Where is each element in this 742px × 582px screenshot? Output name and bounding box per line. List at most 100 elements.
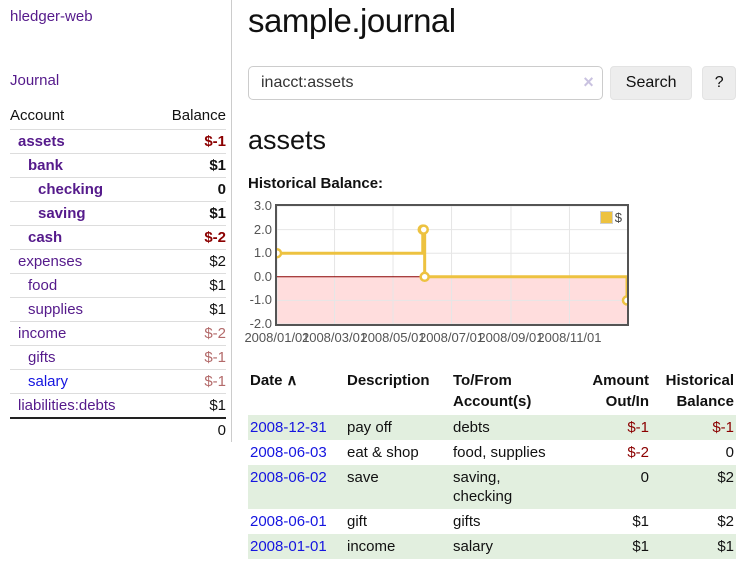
accounts-total-value: 0 bbox=[152, 417, 226, 442]
transaction-balance: $1 bbox=[717, 538, 734, 555]
help-button[interactable]: ? bbox=[702, 66, 736, 100]
x-axis-tick-label: 2008/01/01 bbox=[244, 330, 310, 345]
chart-label: Historical Balance: bbox=[248, 175, 384, 192]
transaction-balance: $-1 bbox=[712, 419, 734, 436]
account-link[interactable]: liabilities:debts bbox=[18, 397, 116, 414]
transaction-date: 2008-06-03 bbox=[248, 440, 345, 465]
transaction-description: income bbox=[347, 538, 396, 555]
account-balance: $-1 bbox=[152, 369, 226, 394]
account-row: cash $-2 bbox=[10, 225, 226, 250]
account-balance: $1 bbox=[152, 273, 226, 298]
clear-search-icon[interactable]: × bbox=[583, 72, 594, 92]
y-axis-tick-label: 1.0 bbox=[253, 245, 272, 261]
chart-plot-area: $ bbox=[275, 204, 629, 326]
account-row: gifts $-1 bbox=[10, 345, 226, 370]
main-content: sample.journal × Search ? assets Histori… bbox=[244, 0, 736, 559]
account-balance: $1 bbox=[152, 153, 226, 178]
y-axis-tick-label: 3.0 bbox=[253, 198, 272, 213]
transaction-amount: $-2 bbox=[627, 444, 649, 461]
y-axis-tick-label: 0.0 bbox=[253, 268, 272, 284]
y-axis-tick-label: -1.0 bbox=[249, 292, 272, 308]
account-row: income $-2 bbox=[10, 321, 226, 346]
account-link[interactable]: gifts bbox=[28, 349, 56, 366]
search-row: × Search ? bbox=[248, 66, 736, 100]
transaction-date-link[interactable]: 2008-06-02 bbox=[250, 469, 327, 486]
transaction-accounts: gifts bbox=[453, 513, 481, 530]
search-button[interactable]: Search bbox=[609, 66, 693, 100]
account-link[interactable]: income bbox=[18, 325, 67, 342]
account-balance: $1 bbox=[152, 393, 226, 418]
sort-ascending-icon: ∧ bbox=[286, 372, 298, 389]
transaction-description: gift bbox=[347, 513, 368, 530]
x-axis-tick-label: 2008/11/01 bbox=[537, 330, 602, 345]
transaction-row: 2008-06-02 save saving, checking 0 $2 bbox=[248, 465, 736, 509]
balance-chart: $ 3.0 2.0 1.0 0.0 -1.0 -2.0 2008/01/01 2008/03/… bbox=[244, 199, 736, 346]
accounts-header-row: Account Balance bbox=[10, 103, 226, 130]
transaction-description: eat & shop bbox=[347, 444, 419, 461]
account-balance: $-1 bbox=[152, 129, 226, 154]
account-row: salary $-1 bbox=[10, 369, 226, 394]
transaction-date-link[interactable]: 2008-06-03 bbox=[250, 444, 327, 461]
account-link[interactable]: salary bbox=[28, 373, 69, 390]
transaction-amount: 0 bbox=[640, 469, 649, 486]
transaction-accounts: food, supplies bbox=[453, 444, 546, 461]
transaction-date-link[interactable]: 2008-12-31 bbox=[250, 419, 327, 436]
account-link[interactable]: assets bbox=[18, 133, 65, 150]
search-box: × bbox=[248, 66, 603, 100]
register-header-amount: Amount Out/In bbox=[592, 372, 649, 410]
transaction-date-link[interactable]: 2008-01-01 bbox=[250, 538, 327, 555]
search-input[interactable] bbox=[248, 66, 603, 100]
accounts-total-row: 0 bbox=[10, 417, 226, 442]
account-link[interactable]: saving bbox=[38, 205, 86, 222]
app-window: hledger-web Journal Account Balance asse… bbox=[10, 0, 736, 559]
transaction-balance: 0 bbox=[725, 444, 734, 461]
transaction-row: 2008-01-01 income salary $1 $1 bbox=[248, 534, 736, 559]
transaction-row: 2008-06-01 gift gifts $1 $2 bbox=[248, 509, 736, 534]
account-link[interactable]: checking bbox=[38, 181, 104, 198]
transaction-row: 2008-12-31 pay off debts $-1 $-1 bbox=[248, 415, 736, 440]
account-balance: $-2 bbox=[152, 321, 226, 346]
transaction-accounts: saving, checking bbox=[453, 469, 513, 505]
transaction-balance: $2 bbox=[717, 513, 734, 530]
account-link[interactable]: expenses bbox=[18, 253, 83, 270]
account-row: food $1 bbox=[10, 273, 226, 298]
transaction-accounts: salary bbox=[453, 538, 494, 555]
account-balance: $1 bbox=[152, 201, 226, 226]
accounts-header-account: Account bbox=[10, 107, 65, 124]
x-axis-tick-label: 2008/09/01 bbox=[478, 330, 544, 345]
account-row: expenses $2 bbox=[10, 249, 226, 274]
sidebar-item-journal[interactable]: Journal bbox=[10, 72, 60, 89]
account-row: assets $-1 bbox=[10, 129, 226, 154]
transaction-amount: $1 bbox=[632, 513, 649, 530]
app-title-link[interactable]: hledger-web bbox=[10, 8, 93, 25]
transaction-date: 2008-01-01 bbox=[248, 534, 345, 559]
transaction-row: 2008-06-03 eat & shop food, supplies $-2 0 bbox=[248, 440, 736, 465]
account-link[interactable]: food bbox=[28, 277, 58, 294]
transaction-amount: $-1 bbox=[627, 419, 649, 436]
account-balance: $2 bbox=[152, 249, 226, 274]
y-axis-tick-label: 2.0 bbox=[253, 221, 272, 237]
register-header-tofrom: To/From Account(s) bbox=[453, 372, 532, 410]
x-axis-tick-label: 2008/05/01 bbox=[360, 330, 426, 345]
legend-label: $ bbox=[614, 210, 622, 225]
legend-swatch-icon bbox=[599, 211, 613, 224]
account-row: bank $1 bbox=[10, 153, 226, 178]
account-row: saving $1 bbox=[10, 201, 226, 226]
account-link[interactable]: bank bbox=[28, 157, 64, 174]
account-link[interactable]: supplies bbox=[28, 301, 84, 318]
account-balance: $1 bbox=[152, 297, 226, 322]
account-link[interactable]: cash bbox=[28, 229, 63, 246]
account-row: checking 0 bbox=[10, 177, 226, 202]
chart-legend: $ bbox=[597, 209, 624, 226]
transaction-balance: $2 bbox=[717, 469, 734, 486]
register-header-date[interactable]: Date ∧ bbox=[250, 372, 298, 389]
account-balance: $-2 bbox=[152, 225, 226, 250]
transaction-date-link[interactable]: 2008-06-01 bbox=[250, 513, 327, 530]
x-axis-tick-label: 2008/03/01 bbox=[301, 330, 368, 345]
register-header-row: Date ∧ Description To/From Account(s) Amo… bbox=[248, 368, 736, 415]
transaction-date: 2008-06-02 bbox=[248, 465, 345, 509]
account-row: liabilities:debts $1 bbox=[10, 393, 226, 418]
transaction-date: 2008-06-01 bbox=[248, 509, 345, 534]
accounts-header-balance: Balance bbox=[171, 107, 226, 124]
account-heading: assets bbox=[248, 125, 327, 155]
